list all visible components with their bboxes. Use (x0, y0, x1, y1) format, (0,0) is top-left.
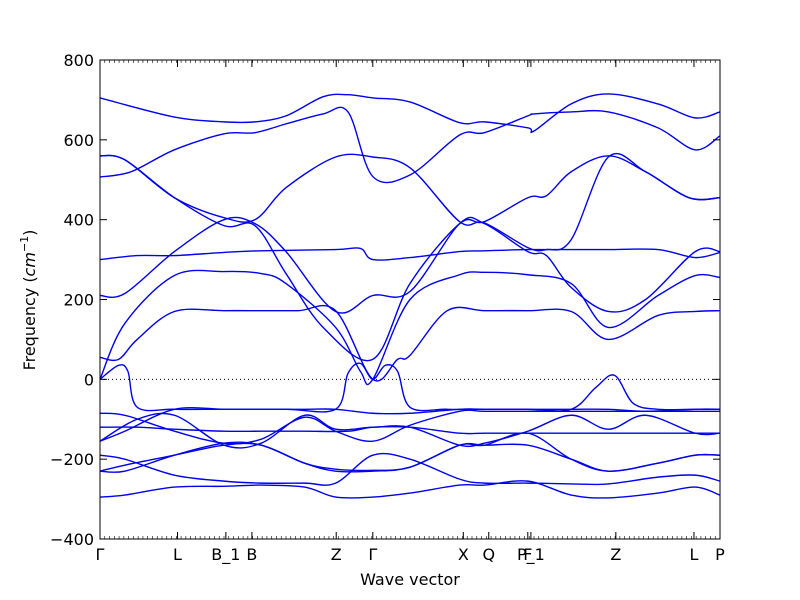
band-line-14 (100, 452, 720, 486)
band-line-13 (100, 412, 720, 449)
x-tick-label: Γ (368, 545, 377, 564)
y-tick-label: −200 (50, 450, 94, 469)
band-lines (100, 93, 720, 499)
y-axis-ticks: −400 −200 0 200 400 600 800 (50, 51, 720, 549)
band-line-3 (100, 154, 720, 362)
band-line-8 (100, 304, 720, 382)
band-line-7 (100, 269, 720, 386)
band-line-1 (100, 93, 720, 134)
x-tick-label: Q (482, 545, 495, 564)
y-tick-label: 400 (63, 211, 94, 230)
x-tick-label: L (689, 545, 698, 564)
band-line-9 (100, 362, 720, 413)
band-line-10 (100, 409, 720, 445)
y-tick-label: 600 (63, 131, 94, 150)
x-tick-label: P (715, 545, 725, 564)
band-line-6 (100, 216, 720, 314)
plot-frame (99, 59, 721, 540)
band-line-11 (100, 406, 720, 442)
x-tick-label: Z (331, 545, 342, 564)
band-line-4 (100, 152, 720, 252)
band-line-16 (100, 441, 720, 474)
y-axis-label: Frequency (cm−1) (18, 230, 39, 371)
y-tick-label: −400 (50, 530, 94, 549)
x-axis-ticks: Γ L B_1 B Z Γ X Q FP_1 Z L P (96, 60, 725, 565)
x-tick-label: Γ (96, 545, 105, 564)
y-tick-label: 0 (84, 370, 94, 389)
y-tick-label: 200 (63, 291, 94, 310)
band-line-17 (100, 480, 720, 499)
x-tick-label: L (173, 545, 182, 564)
x-tick-label: Z (610, 545, 621, 564)
plot-area (100, 93, 720, 499)
band-line-2 (100, 106, 720, 184)
band-line-5 (100, 247, 720, 261)
x-tick-label: F (523, 545, 532, 564)
x-tick-label: P_1 (517, 545, 545, 565)
x-axis-label: Wave vector (360, 570, 460, 589)
x-tick-label: X (458, 545, 469, 564)
y-tick-label: 800 (63, 51, 94, 70)
x-tick-label: B (246, 545, 257, 564)
x-tick-label: B_1 (211, 545, 240, 565)
